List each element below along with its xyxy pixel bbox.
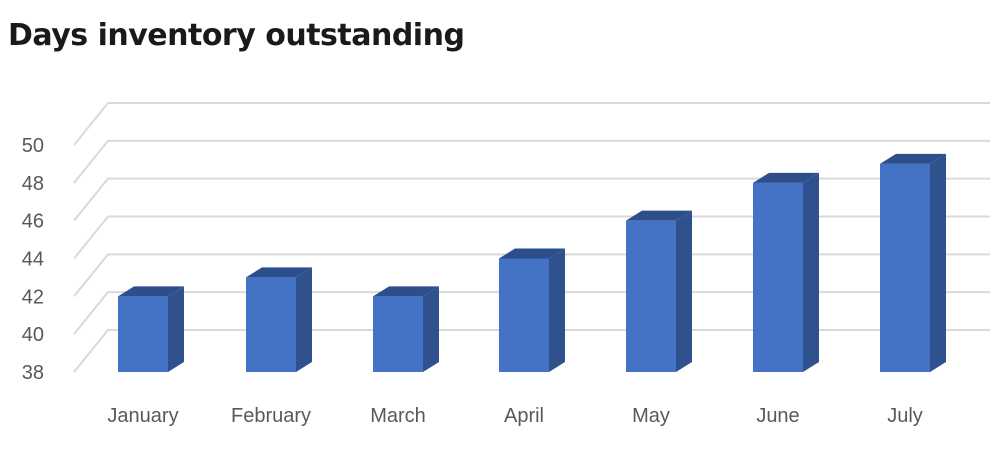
bar-front-face xyxy=(373,296,423,372)
bar-front-face xyxy=(753,182,803,372)
x-category-label: February xyxy=(231,405,311,427)
bar-april xyxy=(499,248,565,372)
bar-may xyxy=(626,210,692,372)
y-tick-label: 46 xyxy=(22,211,44,233)
gridline xyxy=(73,102,990,146)
gridline xyxy=(73,253,990,297)
bars xyxy=(118,153,946,372)
bar-top-face xyxy=(118,286,184,297)
bar-top-face xyxy=(753,172,819,183)
bar-top-face xyxy=(246,267,312,278)
bar-side-face xyxy=(549,248,565,372)
bar-january xyxy=(118,286,184,372)
bar-top-face xyxy=(499,248,565,259)
chart-title: Days inventory outstanding xyxy=(8,18,465,53)
bar-march xyxy=(373,286,439,372)
bar-top-face xyxy=(880,153,946,164)
bar-february xyxy=(246,267,312,372)
bar-side-face xyxy=(168,286,184,372)
bar-front-face xyxy=(499,258,549,372)
x-category-label: July xyxy=(887,405,923,427)
bar-side-face xyxy=(676,210,692,372)
y-tick-label: 38 xyxy=(22,362,44,384)
x-axis-category-labels: January February March April May June July xyxy=(107,405,922,427)
bar-top-face xyxy=(373,286,439,297)
y-tick-label: 42 xyxy=(22,286,44,308)
gridlines xyxy=(73,102,990,373)
y-tick-label: 48 xyxy=(22,173,44,195)
gridline xyxy=(73,291,990,335)
bar-top-face xyxy=(626,210,692,221)
y-tick-label: 40 xyxy=(22,324,44,346)
x-category-label: June xyxy=(756,405,799,427)
y-tick-label: 44 xyxy=(22,249,44,271)
bar-side-face xyxy=(423,286,439,372)
gridline xyxy=(73,177,990,222)
bar-front-face xyxy=(118,296,168,372)
gridline xyxy=(73,139,990,184)
bar-front-face xyxy=(626,220,676,372)
bar-july xyxy=(880,153,946,372)
gridline xyxy=(73,215,990,260)
bar-june xyxy=(753,172,819,372)
x-category-label: May xyxy=(632,405,670,427)
x-category-label: January xyxy=(107,405,178,427)
y-axis-tick-labels: 38 40 42 44 46 48 50 xyxy=(22,135,44,384)
bar-front-face xyxy=(246,277,296,372)
bar-side-face xyxy=(803,172,819,372)
gridline xyxy=(73,329,990,373)
y-tick-label: 50 xyxy=(22,135,44,157)
bar-side-face xyxy=(296,267,312,372)
bar-side-face xyxy=(930,153,946,372)
x-category-label: April xyxy=(504,405,544,427)
x-category-label: March xyxy=(370,405,426,427)
bar-front-face xyxy=(880,163,930,372)
